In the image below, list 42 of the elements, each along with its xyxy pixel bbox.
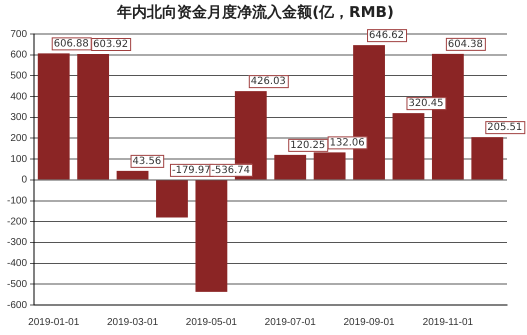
- y-tick-label: -400: [7, 258, 28, 270]
- bar: [77, 54, 110, 180]
- y-tick-label: 200: [10, 132, 28, 144]
- y-tick-label: 300: [10, 112, 28, 124]
- x-tick-label: 2019-09-01: [343, 316, 396, 328]
- bar: [274, 154, 306, 180]
- bar: [156, 180, 188, 218]
- data-label: 603.92: [93, 39, 128, 50]
- bar: [471, 137, 504, 180]
- y-tick-label: 600: [10, 50, 28, 61]
- bar: [195, 180, 228, 292]
- y-tick-label: 700: [10, 28, 28, 40]
- data-label: 120.25: [290, 140, 326, 151]
- y-tick-label: -500: [7, 278, 28, 290]
- bar: [116, 170, 148, 180]
- y-tick-label: -100: [7, 196, 28, 207]
- y-tick-label: -200: [7, 216, 28, 228]
- data-label: 426.03: [250, 76, 286, 88]
- bar: [38, 53, 70, 180]
- y-tick-label: -300: [7, 237, 28, 248]
- x-tick-label: 2019-07-01: [264, 316, 316, 328]
- data-label: 604.38: [448, 39, 483, 50]
- y-tick-label: 0: [21, 174, 28, 186]
- y-tick-label: -600: [7, 300, 28, 311]
- bar: [392, 113, 424, 180]
- y-tick-label: 500: [10, 70, 28, 82]
- x-tick-label: 2019-05-01: [186, 316, 238, 328]
- x-tick-label: 2019-11-01: [422, 316, 474, 328]
- y-tick-label: 400: [10, 91, 28, 102]
- bar: [314, 152, 346, 180]
- data-label: 205.51: [487, 122, 522, 134]
- data-label: 132.06: [330, 137, 365, 148]
- y-tick-label: 100: [10, 154, 28, 165]
- x-tick-label: 2019-01-01: [28, 316, 80, 328]
- data-label: -179.97: [172, 165, 211, 176]
- chart-title: 年内北向资金月度净流入金额(亿，RMB): [116, 2, 394, 21]
- data-label: 606.88: [54, 38, 89, 50]
- x-tick-label: 2019-03-01: [106, 316, 159, 328]
- data-label: -536.74: [211, 165, 250, 176]
- data-label: 320.45: [408, 98, 444, 110]
- data-label: 646.62: [369, 30, 404, 42]
- data-label: 43.56: [132, 156, 162, 167]
